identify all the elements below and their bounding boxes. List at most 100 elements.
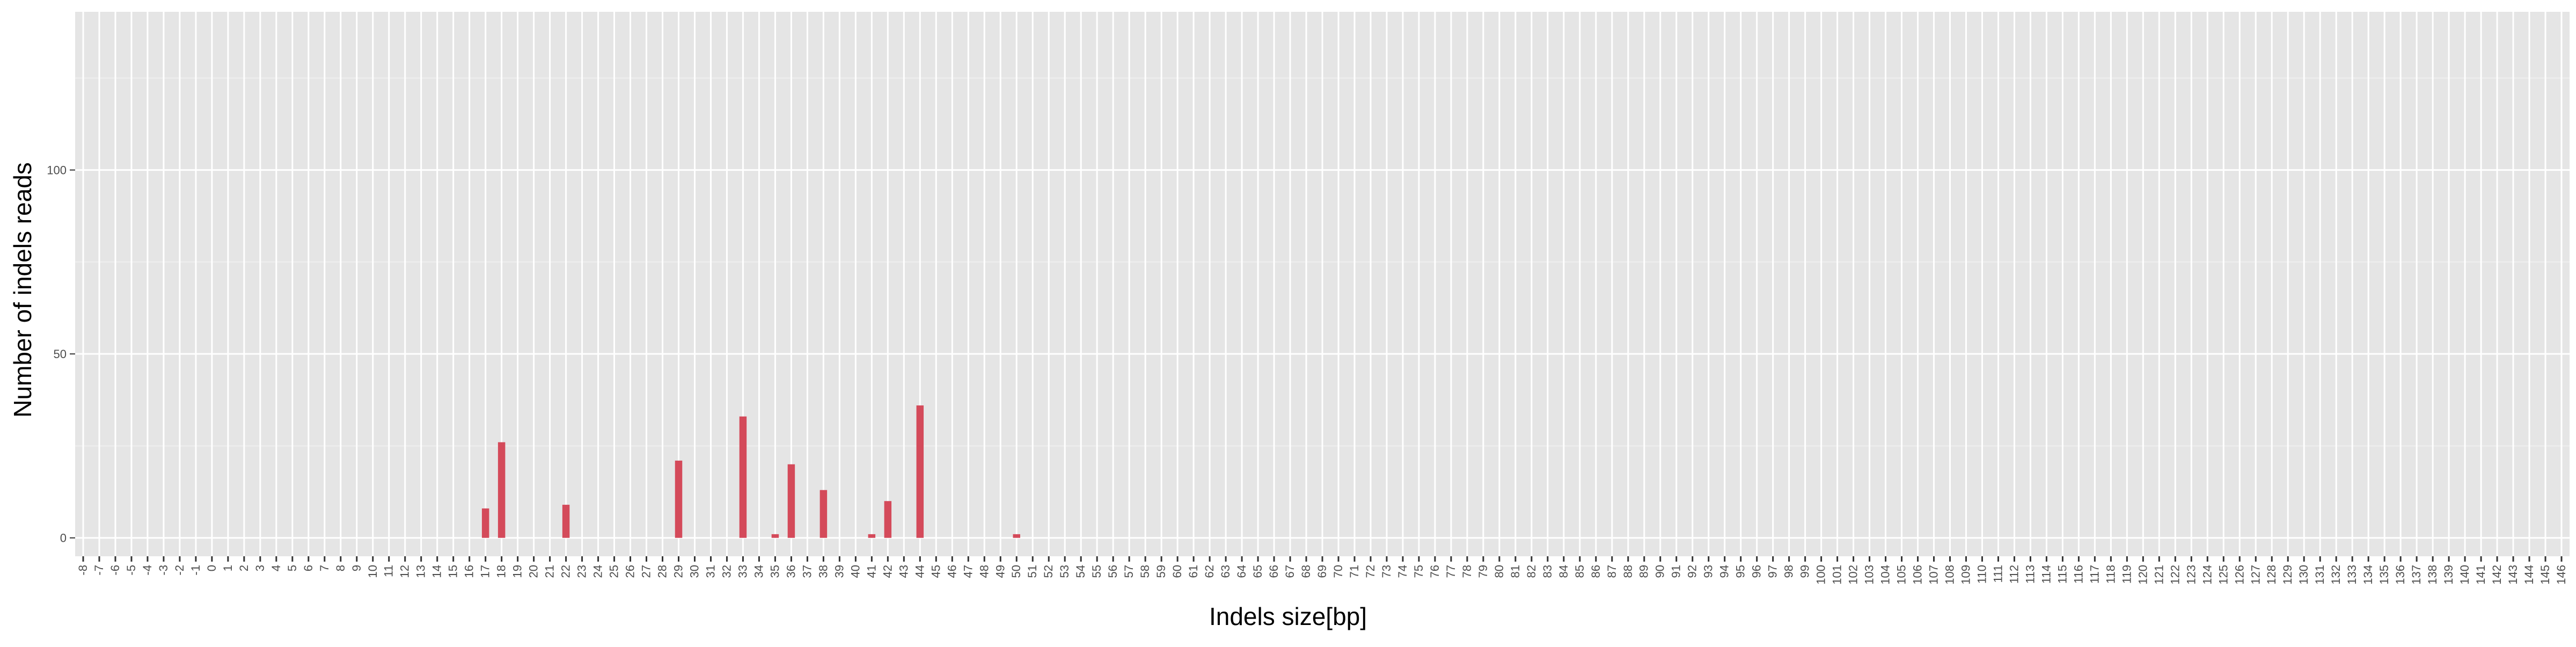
x-tick-label: 34 <box>752 565 765 578</box>
x-tick-label: 11 <box>382 565 396 577</box>
x-tick-label: 70 <box>1331 565 1345 578</box>
y-tick-label: 100 <box>47 164 67 177</box>
x-tick-label: 54 <box>1074 565 1087 578</box>
x-tick-label: 145 <box>2538 565 2552 585</box>
x-tick-label: 48 <box>977 565 991 578</box>
x-tick-label: 107 <box>1927 565 1941 585</box>
x-tick-label: 71 <box>1348 565 1361 578</box>
y-tick-label: 0 <box>60 532 67 545</box>
x-tick-label: 23 <box>575 565 589 578</box>
x-tick-label: 146 <box>2555 565 2568 585</box>
x-tick-label: 129 <box>2281 565 2294 585</box>
bar-38 <box>819 490 828 538</box>
x-tick-label: 137 <box>2410 565 2423 585</box>
x-tick-label: -8 <box>76 565 90 576</box>
x-tick-label: 1 <box>221 565 235 571</box>
x-tick-label: 16 <box>463 565 476 578</box>
x-tick-label: 89 <box>1637 565 1651 578</box>
x-tick-label: 97 <box>1766 565 1780 578</box>
x-tick-label: 42 <box>881 565 894 578</box>
x-tick-label: 74 <box>1396 565 1409 578</box>
x-tick-label: 102 <box>1847 565 1860 585</box>
x-tick-label: 132 <box>2329 565 2343 585</box>
bar-44 <box>916 405 924 538</box>
x-tick-label: 38 <box>816 565 830 578</box>
x-tick-label: 21 <box>543 565 557 578</box>
x-tick-label: 67 <box>1283 565 1297 578</box>
x-tick-label: 134 <box>2361 565 2375 585</box>
bar-22 <box>562 505 570 538</box>
x-tick-label: 56 <box>1106 565 1119 578</box>
x-tick-label: 3 <box>253 565 267 571</box>
x-tick-label: 64 <box>1235 565 1248 578</box>
x-tick-label: 143 <box>2506 565 2520 585</box>
x-tick-label: -4 <box>141 565 154 576</box>
x-tick-label: 115 <box>2055 565 2069 584</box>
x-tick-label: 55 <box>1090 565 1103 578</box>
x-tick-label: 29 <box>672 565 685 578</box>
x-tick-label: 6 <box>302 565 315 571</box>
x-tick-label: 24 <box>591 565 605 578</box>
x-tick-label: 60 <box>1170 565 1184 578</box>
x-tick-label: 144 <box>2522 565 2536 585</box>
x-tick-label: 117 <box>2088 565 2101 584</box>
x-tick-label: 52 <box>1042 565 1055 578</box>
x-tick-label: 0 <box>205 565 218 571</box>
x-tick-label: 30 <box>688 565 701 578</box>
bar-29 <box>675 460 683 538</box>
x-tick-label: 22 <box>559 565 573 578</box>
x-tick-label: 103 <box>1863 565 1876 585</box>
bar-17 <box>481 508 489 538</box>
x-tick-label: 43 <box>897 565 910 578</box>
x-tick-label: 82 <box>1525 565 1538 578</box>
x-tick-label: 78 <box>1460 565 1474 578</box>
x-tick-label: 49 <box>993 565 1007 578</box>
x-tick-label: 126 <box>2233 565 2246 585</box>
x-tick-label: 57 <box>1122 565 1136 578</box>
x-tick-label: 25 <box>608 565 621 578</box>
x-tick-label: 28 <box>656 565 669 578</box>
x-tick-label: 36 <box>784 565 797 578</box>
x-tick-label: 131 <box>2313 565 2326 585</box>
x-tick-label: 91 <box>1670 565 1683 578</box>
x-tick-label: -6 <box>108 565 122 576</box>
x-tick-label: 5 <box>286 565 299 571</box>
x-tick-label: 84 <box>1557 565 1570 578</box>
x-tick-label: 69 <box>1315 565 1329 578</box>
x-tick-label: 119 <box>2120 565 2133 584</box>
x-tick-label: 120 <box>2136 565 2149 585</box>
x-tick-label: 80 <box>1492 565 1506 578</box>
x-tick-label: 118 <box>2104 565 2117 584</box>
bar-50 <box>1013 534 1020 538</box>
x-tick-label: 50 <box>1009 565 1023 578</box>
x-tick-label: 26 <box>624 565 637 578</box>
x-tick-label: 58 <box>1138 565 1152 578</box>
x-tick-label: 90 <box>1653 565 1667 578</box>
x-tick-label: 88 <box>1621 565 1635 578</box>
x-tick-label: 136 <box>2394 565 2407 585</box>
x-tick-label: 46 <box>945 565 958 578</box>
x-tick-label: 77 <box>1444 565 1458 578</box>
bars <box>481 405 1020 538</box>
x-tick-label: 13 <box>414 565 428 578</box>
x-tick-label: 139 <box>2442 565 2455 585</box>
x-tick-label: 135 <box>2377 565 2391 585</box>
x-tick-label: -1 <box>189 565 202 576</box>
x-tick-label: 19 <box>511 565 524 578</box>
x-tick-label: 47 <box>961 565 975 578</box>
x-tick-label: 4 <box>269 565 283 571</box>
x-tick-label: 75 <box>1412 565 1425 578</box>
x-tick-label: 8 <box>334 565 347 571</box>
bar-18 <box>497 442 506 538</box>
x-tick-label: 81 <box>1509 565 1522 578</box>
x-tick-label: 101 <box>1831 565 1844 585</box>
x-tick-label: 122 <box>2168 565 2182 585</box>
x-tick-label: 66 <box>1267 565 1280 578</box>
y-axis-title: Number of indels reads <box>9 162 36 418</box>
x-tick-label: 53 <box>1058 565 1071 578</box>
x-tick-label: 133 <box>2345 565 2359 585</box>
x-tick-label: 76 <box>1428 565 1441 578</box>
x-tick-label: 127 <box>2249 565 2262 585</box>
x-tick-label: 51 <box>1026 565 1039 578</box>
